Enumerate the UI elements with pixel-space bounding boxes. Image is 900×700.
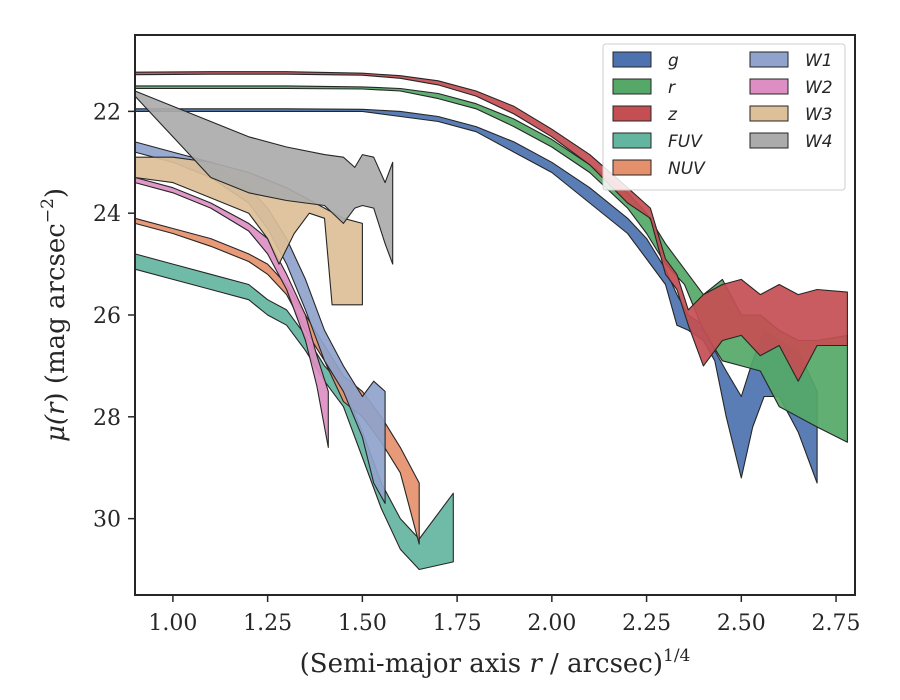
legend-swatch-w4 bbox=[749, 132, 789, 149]
series-band-z bbox=[134, 71, 848, 382]
legend-label-fuv: FUV bbox=[668, 132, 703, 152]
legend-label-w3: W3 bbox=[805, 105, 833, 125]
y-tick-label: 26 bbox=[93, 304, 121, 329]
series-band-nuv bbox=[134, 217, 420, 545]
legend-swatch-z bbox=[612, 105, 652, 122]
legend-label-w2: W2 bbox=[805, 78, 833, 98]
x-tick-label: 1.25 bbox=[243, 611, 292, 636]
plot-layer bbox=[134, 71, 848, 571]
y-tick-label: 22 bbox=[93, 100, 121, 125]
y-tick-label: 30 bbox=[93, 508, 121, 533]
legend-label-g: g bbox=[668, 51, 679, 71]
legend-label-w4: W4 bbox=[805, 132, 833, 152]
series-band-w2 bbox=[134, 176, 329, 448]
x-tick-label: 1.50 bbox=[338, 611, 387, 636]
legend-swatch-fuv bbox=[612, 132, 652, 149]
x-axis: 1.00 1.25 1.50 1.75 2.00 2.25 2.50 2.75 bbox=[148, 595, 861, 636]
x-axis-label: (Semi-major axis r / arcsec)1/4 bbox=[300, 646, 691, 679]
x-tick-label: 2.00 bbox=[527, 611, 576, 636]
legend-swatch-r bbox=[612, 78, 652, 95]
y-axis: 22 24 26 28 30 bbox=[93, 100, 135, 533]
legend-swatch-g bbox=[612, 51, 652, 68]
x-tick-label: 1.75 bbox=[433, 611, 482, 636]
x-tick-label: 1.00 bbox=[148, 611, 197, 636]
x-tick-label: 2.25 bbox=[622, 611, 671, 636]
y-axis-label: μ(r) (mag arcsec−2) bbox=[38, 188, 71, 442]
legend-label-nuv: NUV bbox=[668, 159, 706, 179]
legend-swatch-w2 bbox=[749, 78, 789, 95]
legend-swatch-nuv bbox=[612, 159, 652, 176]
legend: grz FUV NUV W1 W2 W3 W4 bbox=[602, 43, 846, 191]
y-tick-label: 28 bbox=[93, 406, 121, 431]
x-tick-label: 2.50 bbox=[717, 611, 766, 636]
series-band-fuv bbox=[134, 253, 454, 571]
legend-label-z: z bbox=[667, 105, 678, 125]
legend-swatch-w3 bbox=[749, 105, 789, 122]
legend-swatch-w1 bbox=[749, 51, 789, 68]
legend-label-r: r bbox=[668, 78, 676, 98]
x-tick-label: 2.75 bbox=[812, 611, 861, 636]
y-tick-label: 24 bbox=[93, 202, 121, 227]
series-band-g bbox=[134, 108, 818, 484]
series-band-w4 bbox=[134, 90, 394, 265]
legend-label-w1: W1 bbox=[805, 51, 833, 71]
series-band-r bbox=[134, 85, 848, 443]
